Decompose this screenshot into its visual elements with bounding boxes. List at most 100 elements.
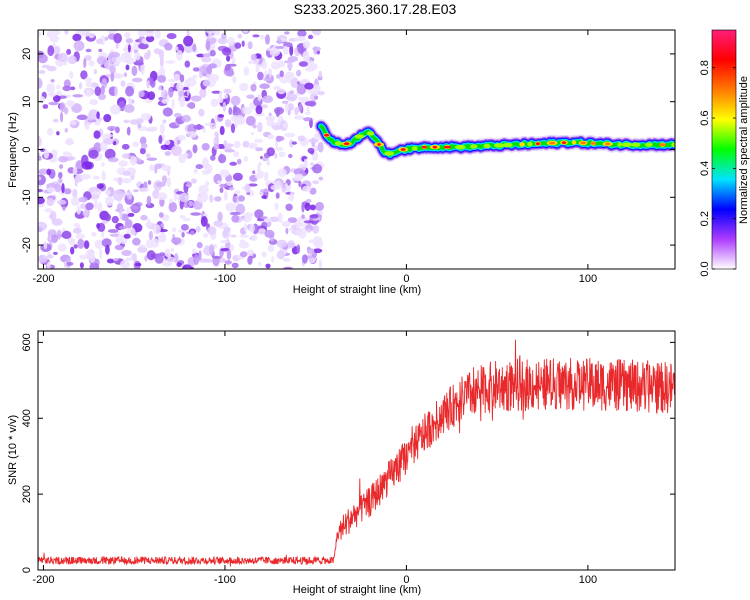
snr-x-tick-label-3: 100 [579, 574, 597, 586]
noise-speckle [164, 42, 173, 51]
noise-speckle [284, 132, 296, 138]
noise-speckle [274, 147, 284, 151]
noise-speckle [205, 40, 211, 51]
noise-speckle [192, 67, 200, 72]
noise-speckle [290, 230, 300, 235]
signal-peak [377, 143, 381, 146]
noise-speckle [118, 160, 128, 167]
noise-speckle [185, 183, 191, 187]
noise-speckle [250, 53, 257, 61]
noise-speckle [219, 183, 228, 188]
noise-speckle [43, 241, 48, 250]
noise-speckle [130, 228, 136, 235]
noise-speckle [147, 126, 158, 131]
noise-speckle [58, 95, 67, 99]
noise-speckle [254, 138, 264, 143]
noise-speckle [207, 226, 217, 235]
noise-speckle [275, 135, 282, 142]
noise-speckle [201, 56, 212, 63]
signal-peak [421, 145, 428, 149]
noise-speckle [307, 34, 314, 40]
noise-speckle [101, 162, 105, 167]
noise-speckle [258, 261, 262, 267]
noise-speckle [303, 220, 315, 224]
noise-speckle [219, 240, 230, 244]
noise-speckle [286, 93, 298, 102]
noise-speckle [104, 36, 109, 41]
noise-speckle [199, 87, 207, 99]
noise-speckle [282, 123, 288, 129]
noise-speckle [164, 151, 171, 156]
noise-speckle [146, 30, 153, 33]
noise-speckle [195, 164, 204, 170]
noise-speckle [38, 197, 45, 205]
noise-speckle [78, 196, 88, 203]
noise-speckle [124, 52, 132, 59]
noise-speckle [131, 77, 143, 83]
noise-speckle [57, 243, 67, 252]
noise-speckle [104, 148, 116, 160]
noise-speckle [284, 71, 295, 79]
noise-speckle [53, 95, 61, 103]
noise-speckle [239, 239, 246, 243]
noise-speckle [99, 248, 103, 260]
noise-speckle [218, 257, 226, 263]
noise-speckle [315, 201, 324, 211]
noise-speckle [140, 64, 145, 75]
noise-speckle [275, 46, 286, 49]
colorbar-tick-label-3: 0.6 [699, 110, 711, 125]
noise-speckle [64, 30, 69, 35]
noise-speckle [125, 64, 130, 71]
noise-speckle [224, 260, 232, 265]
noise-speckle [250, 84, 257, 92]
noise-speckle [192, 74, 198, 79]
noise-speckle [217, 37, 228, 45]
noise-speckle [213, 220, 223, 227]
noise-speckle [301, 171, 307, 177]
noise-speckle [192, 43, 197, 52]
noise-speckle [198, 184, 209, 195]
noise-speckle [69, 120, 77, 126]
noise-speckle [183, 43, 194, 54]
snr-y-axis-label: SNR (10 * v/v) [7, 415, 19, 485]
noise-speckle [255, 147, 264, 152]
noise-speckle [123, 119, 130, 124]
noise-speckle [65, 137, 74, 146]
noise-speckle [264, 171, 269, 182]
noise-speckle [196, 242, 203, 249]
noise-speckle [267, 244, 275, 253]
noise-speckle [204, 163, 213, 175]
noise-speckle [182, 217, 191, 222]
noise-speckle [170, 145, 182, 156]
noise-speckle [70, 86, 76, 91]
noise-speckle [149, 164, 156, 171]
noise-speckle [186, 102, 195, 109]
spectrogram-x-tick-label-3: 100 [579, 273, 597, 285]
noise-speckle [289, 139, 294, 148]
figure-title: S233.2025.360.17.28.E03 [294, 1, 457, 17]
noise-speckle [168, 87, 174, 98]
noise-speckle [266, 147, 275, 157]
noise-speckle [257, 71, 264, 81]
noise-speckle [127, 44, 131, 53]
noise-speckle [52, 118, 59, 123]
spectrogram-noise-region [38, 30, 325, 269]
noise-speckle [294, 107, 300, 114]
noise-speckle [254, 112, 265, 117]
noise-speckle [179, 74, 185, 83]
noise-speckle [226, 69, 235, 77]
noise-speckle [257, 170, 264, 179]
snr-y-ticks: 0 200 400 600 [21, 333, 675, 573]
noise-speckle [76, 205, 82, 215]
noise-speckle [94, 86, 102, 96]
noise-speckle [84, 77, 92, 83]
signal-hotspot [502, 142, 513, 148]
noise-speckle [309, 204, 316, 211]
noise-speckle [126, 207, 130, 214]
noise-speckle [97, 201, 103, 213]
noise-speckle [158, 212, 164, 218]
noise-speckle [259, 189, 270, 193]
noise-speckle [275, 192, 280, 199]
noise-speckle [100, 85, 105, 95]
noise-speckle [96, 111, 100, 119]
